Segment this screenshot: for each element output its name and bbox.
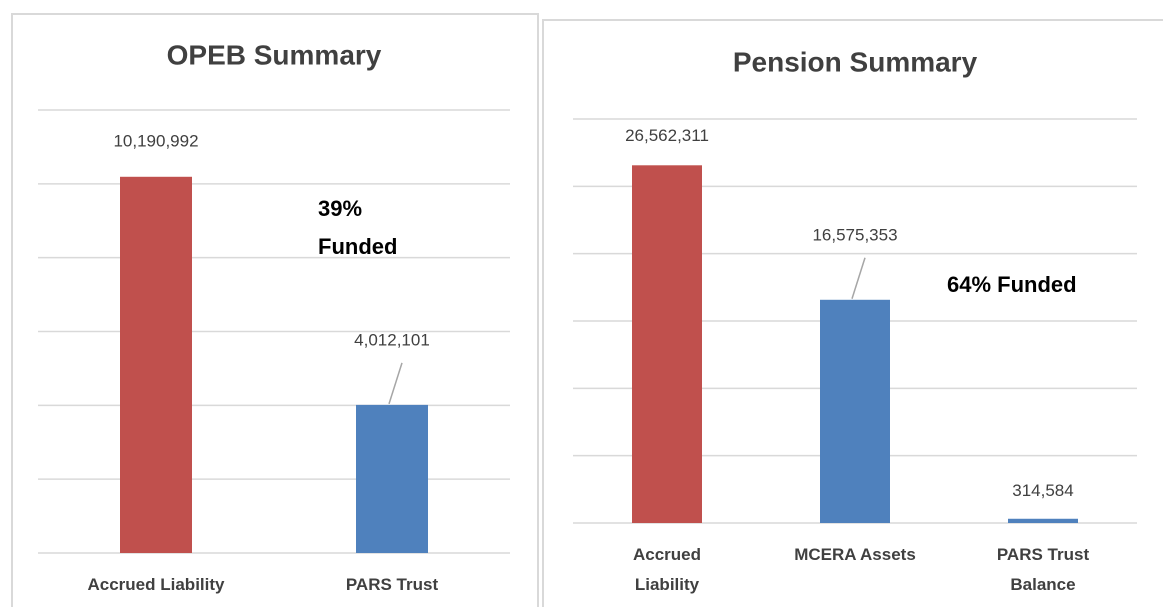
bar bbox=[356, 404, 428, 553]
x-tick-label: PARS Trust bbox=[345, 575, 439, 594]
annotation: 64% Funded bbox=[947, 272, 1077, 297]
bar bbox=[820, 299, 890, 523]
chart-title: Pension Summary bbox=[733, 46, 978, 77]
x-tick-label: Accrued Liability bbox=[632, 545, 702, 594]
data-label: 10,190,992 bbox=[113, 131, 198, 150]
annotation: 39% Funded bbox=[318, 196, 398, 259]
data-label: 4,012,101 bbox=[354, 330, 430, 349]
data-label: 16,575,353 bbox=[812, 225, 897, 244]
bar bbox=[1008, 518, 1078, 523]
x-tick-label: Accrued Liability bbox=[87, 575, 225, 594]
x-tick-label: PARS Trust Balance bbox=[996, 545, 1090, 594]
leader-line bbox=[388, 362, 403, 405]
leader-line bbox=[851, 257, 866, 300]
bar bbox=[632, 165, 702, 524]
data-label: 314,584 bbox=[1012, 481, 1073, 500]
panel bbox=[11, 13, 539, 607]
data-label: 26,562,311 bbox=[625, 126, 709, 145]
panel bbox=[542, 19, 1163, 607]
x-tick-label: MCERA Assets bbox=[794, 545, 916, 564]
chart-title: OPEB Summary bbox=[167, 39, 382, 70]
bar bbox=[120, 176, 192, 554]
